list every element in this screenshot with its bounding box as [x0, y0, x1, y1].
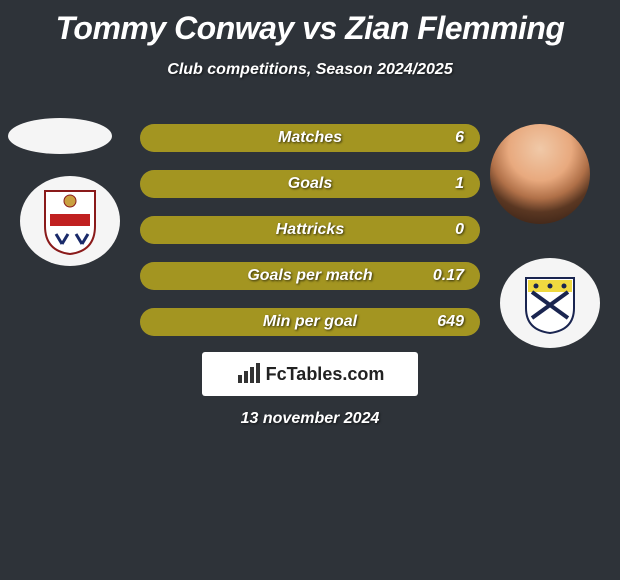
stat-bar: Hattricks0 — [140, 216, 480, 244]
chart-icon — [236, 363, 262, 385]
bar-right-value: 0 — [455, 216, 464, 244]
brand-box: FcTables.com — [202, 352, 418, 396]
bar-right-value: 649 — [437, 308, 464, 336]
page-subtitle: Club competitions, Season 2024/2025 — [0, 61, 620, 79]
stat-bar: Matches6 — [140, 124, 480, 152]
brand-text: FcTables.com — [266, 364, 385, 385]
bar-label: Matches — [140, 124, 480, 152]
bar-right-value: 6 — [455, 124, 464, 152]
club-left-logo — [20, 176, 120, 266]
player-left-avatar — [8, 118, 112, 154]
page-title: Tommy Conway vs Zian Flemming — [0, 0, 620, 47]
bar-label: Goals per match — [140, 262, 480, 290]
stat-bars: Matches6Goals1Hattricks0Goals per match0… — [140, 124, 480, 354]
bar-label: Hattricks — [140, 216, 480, 244]
player-right-avatar — [490, 124, 590, 224]
date-text: 13 november 2024 — [0, 410, 620, 428]
bar-label: Min per goal — [140, 308, 480, 336]
bar-label: Goals — [140, 170, 480, 198]
club-right-logo — [500, 258, 600, 348]
bar-right-value: 0.17 — [433, 262, 464, 290]
stat-bar: Goals1 — [140, 170, 480, 198]
bar-right-value: 1 — [455, 170, 464, 198]
stat-bar: Min per goal649 — [140, 308, 480, 336]
stat-bar: Goals per match0.17 — [140, 262, 480, 290]
